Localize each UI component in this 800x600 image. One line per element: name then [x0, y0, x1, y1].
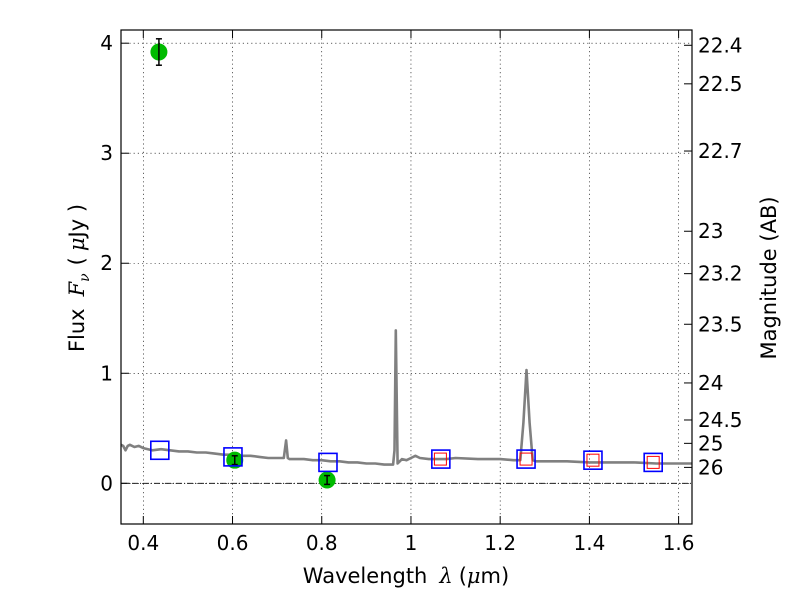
y-tick-label: 2 [100, 251, 113, 275]
grid [121, 30, 692, 524]
x-tick-label: 1.4 [573, 531, 605, 555]
model-red-marker [433, 452, 447, 466]
mag-tick-label: 23 [698, 219, 723, 243]
x-tick-label: 0.6 [217, 531, 249, 555]
model-red-marker [646, 455, 660, 469]
mag-tick-label: 23.5 [698, 312, 743, 336]
y-axis-label: FluxFν(μJy ) [65, 204, 93, 352]
x-axis-label: Wavelength λ (μm) [303, 564, 509, 588]
y-tick-label: 4 [100, 31, 113, 55]
y2-axis-label: Magnitude (AB) [757, 196, 781, 359]
model-blue-marker [223, 447, 243, 467]
mag-tick-label: 26 [698, 455, 723, 479]
mag-tick-label: 22.7 [698, 139, 743, 163]
x-tick-label: 1 [405, 531, 418, 555]
model-blue-marker [318, 452, 338, 473]
mag-tick-label: 23.2 [698, 262, 743, 286]
plot-frame [120, 29, 693, 525]
mag-tick-label: 22.4 [698, 33, 743, 57]
model-blue-marker [150, 440, 170, 461]
x-tick-label: 1.6 [663, 531, 695, 555]
mag-tick-label: 22.5 [698, 72, 743, 96]
plot-area [120, 38, 692, 489]
y-tick-label: 3 [100, 141, 113, 165]
mag-tick-label: 24 [698, 371, 723, 395]
x-tick-label: 0.8 [306, 531, 338, 555]
y-tick-label: 1 [100, 361, 113, 385]
spectrum-line [120, 329, 692, 466]
model-blue-marker [643, 452, 663, 473]
model-red-marker [519, 452, 533, 466]
model-red-marker [586, 453, 600, 467]
mag-tick-label: 24.5 [698, 408, 743, 432]
model-blue-marker [516, 449, 536, 469]
y-tick-label: 0 [100, 471, 113, 495]
x-tick-label: 1.2 [484, 531, 516, 555]
x-tick-label: 0.4 [127, 531, 159, 555]
model-blue-marker [583, 450, 603, 470]
mag-tick-label: 25 [698, 431, 723, 455]
model-blue-marker [431, 449, 451, 469]
